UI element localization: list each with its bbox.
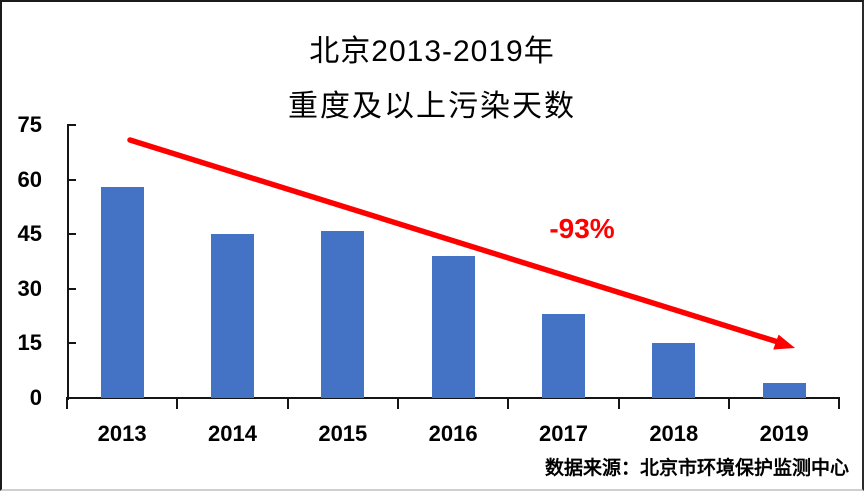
y-tick-label: 0: [29, 385, 42, 410]
y-tick-label: 15: [17, 330, 42, 356]
bar-2013: [100, 186, 144, 398]
x-tick-mark: [727, 397, 730, 409]
x-tick-label: 2019: [759, 421, 809, 446]
chart-title-line2: 重度及以上污染天数: [288, 90, 576, 123]
y-tick-mark: [67, 178, 76, 181]
y-tick-mark: [67, 342, 76, 345]
bar-2015: [321, 230, 365, 398]
source-note: 数据来源：北京市环境保护监测中心: [544, 458, 849, 479]
x-tick-label: 2017: [538, 421, 588, 446]
x-tick-label: 2014: [208, 421, 257, 446]
y-tick-label: 30: [17, 275, 42, 301]
x-tick-label: 2016: [428, 421, 478, 446]
x-tick-mark: [617, 397, 620, 409]
y-tick-label: 75: [17, 112, 42, 137]
y-tick-label: 60: [17, 166, 42, 192]
trend-annotation: -93%: [549, 213, 615, 244]
bar-2019: [762, 383, 806, 398]
x-tick-mark: [396, 397, 399, 409]
x-tick-label: 2018: [649, 421, 699, 446]
y-tick-mark: [67, 124, 76, 126]
x-axis-line: [66, 397, 841, 399]
x-tick-mark: [286, 397, 289, 409]
x-tick-label: 2015: [318, 421, 368, 446]
x-tick-mark: [507, 397, 510, 409]
chart-title-line1: 北京2013-2019年: [309, 35, 555, 68]
x-tick-mark: [838, 397, 841, 409]
y-axis-line: [67, 125, 69, 400]
y-tick-mark: [67, 287, 76, 290]
bar-2017: [541, 314, 585, 398]
bar-2018: [652, 343, 696, 398]
bar-2016: [431, 256, 475, 398]
x-tick-mark: [66, 397, 68, 409]
x-tick-mark: [176, 397, 179, 409]
x-tick-label: 2013: [97, 421, 147, 446]
bar-2014: [210, 234, 254, 398]
y-tick-mark: [67, 233, 76, 236]
y-tick-label: 45: [17, 221, 42, 247]
